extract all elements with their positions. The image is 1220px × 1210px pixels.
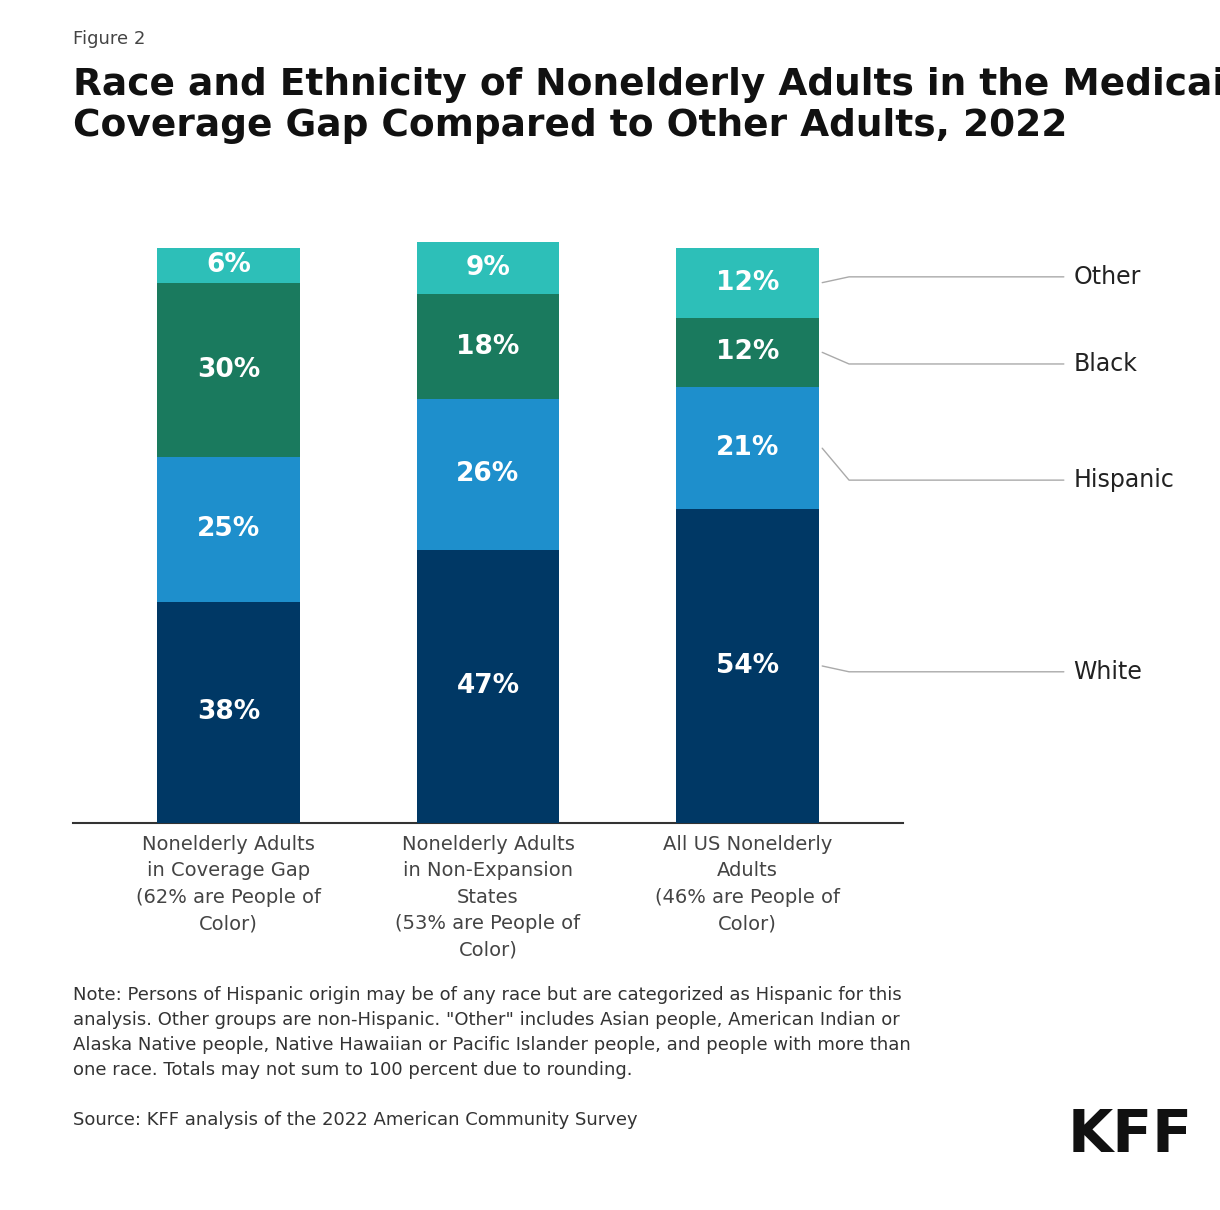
Text: Source: KFF analysis of the 2022 American Community Survey: Source: KFF analysis of the 2022 America… [73,1111,638,1129]
Text: Note: Persons of Hispanic origin may be of any race but are categorized as Hispa: Note: Persons of Hispanic origin may be … [73,986,911,1079]
Bar [676,509,819,823]
Text: Figure 2: Figure 2 [73,30,145,48]
Text: 47%: 47% [456,673,520,699]
Bar [417,294,559,399]
Text: White: White [1074,659,1142,684]
Bar [157,603,300,823]
Bar [676,248,819,317]
Bar [157,457,300,603]
Text: 6%: 6% [206,252,251,278]
Text: KFF: KFF [1068,1107,1192,1164]
Bar [676,387,819,509]
Text: 9%: 9% [466,255,510,281]
Text: Nonelderly Adults
in Coverage Gap
(62% are People of
Color): Nonelderly Adults in Coverage Gap (62% a… [137,835,321,933]
Text: 38%: 38% [198,699,260,726]
Text: 18%: 18% [456,334,520,359]
Text: 21%: 21% [716,436,778,461]
Bar [157,248,300,283]
Text: 54%: 54% [716,653,778,679]
Text: 12%: 12% [716,270,778,295]
Text: Race and Ethnicity of Nonelderly Adults in the Medicaid
Coverage Gap Compared to: Race and Ethnicity of Nonelderly Adults … [73,67,1220,144]
Bar [417,549,559,823]
Bar [417,242,559,294]
Text: Hispanic: Hispanic [1074,468,1175,492]
Text: Other: Other [1074,265,1141,289]
Bar [417,399,559,549]
Text: Black: Black [1074,352,1137,376]
Bar [157,283,300,457]
Text: 25%: 25% [198,517,260,542]
Text: 26%: 26% [456,461,520,488]
Text: All US Nonelderly
Adults
(46% are People of
Color): All US Nonelderly Adults (46% are People… [655,835,839,933]
Text: 12%: 12% [716,339,778,365]
Text: 30%: 30% [198,357,260,382]
Text: Nonelderly Adults
in Non-Expansion
States
(53% are People of
Color): Nonelderly Adults in Non-Expansion State… [395,835,581,960]
Bar [676,317,819,387]
